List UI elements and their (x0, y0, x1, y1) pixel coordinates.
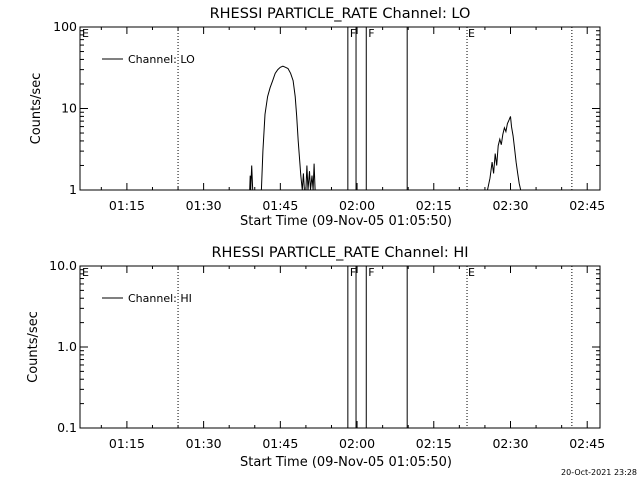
x-tick-label: 01:45 (262, 198, 298, 213)
x-tick-label: 01:15 (109, 436, 145, 451)
y-tick-label: 1.0 (57, 339, 77, 354)
y-axis-label: Counts/sec (26, 311, 41, 383)
edge-marker-label: E (82, 266, 89, 279)
chart-title: RHESSI PARTICLE_RATE Channel: LO (210, 6, 471, 22)
marker-label: F (350, 266, 356, 279)
series-line (305, 163, 316, 191)
x-tick-label: 01:30 (186, 436, 222, 451)
series-line (260, 65, 305, 191)
x-tick-label: 02:30 (492, 198, 528, 213)
y-tick-label: 1 (69, 182, 77, 197)
x-tick-label: 02:45 (569, 198, 605, 213)
x-tick-label: 01:30 (186, 198, 222, 213)
legend-entry: Channel: HI (128, 292, 192, 305)
marker-label: F (368, 27, 374, 40)
x-tick-label: 02:15 (416, 436, 452, 451)
y-axis-label: Counts/sec (29, 73, 44, 145)
y-tick-label: 10 (61, 101, 77, 116)
edge-marker-label: E (82, 27, 89, 40)
marker-label: E (468, 266, 475, 279)
x-tick-label: 02:00 (339, 198, 375, 213)
series-line (487, 116, 522, 191)
panel-hi: RHESSI PARTICLE_RATE Channel: HI Start Ti… (26, 245, 605, 470)
y-tick-label: 100 (53, 19, 77, 34)
x-tick-label: 02:30 (492, 436, 528, 451)
marker-label: F (350, 27, 356, 40)
x-tick-label: 01:45 (262, 436, 298, 451)
y-tick-label: 0.1 (57, 420, 77, 435)
marker-label: E (468, 27, 475, 40)
chart-title: RHESSI PARTICLE_RATE Channel: HI (211, 245, 468, 261)
x-axis-label: Start Time (09-Nov-05 01:05:50) (240, 214, 452, 229)
footer-timestamp: 20-Oct-2021 23:28 (561, 468, 637, 477)
x-tick-label: 02:15 (416, 198, 452, 213)
legend-entry: Channel: LO (128, 53, 195, 66)
x-tick-label: 01:15 (109, 198, 145, 213)
panel-lo: RHESSI PARTICLE_RATE Channel: LO Start Ti… (29, 6, 605, 229)
plot-frame (79, 26, 601, 191)
x-tick-label: 02:45 (569, 436, 605, 451)
x-tick-label: 02:00 (339, 436, 375, 451)
x-axis-label: Start Time (09-Nov-05 01:05:50) (240, 455, 452, 470)
marker-label: F (368, 266, 374, 279)
plot-frame (79, 265, 601, 429)
series-line (249, 165, 254, 191)
y-tick-label: 10.0 (49, 258, 77, 273)
